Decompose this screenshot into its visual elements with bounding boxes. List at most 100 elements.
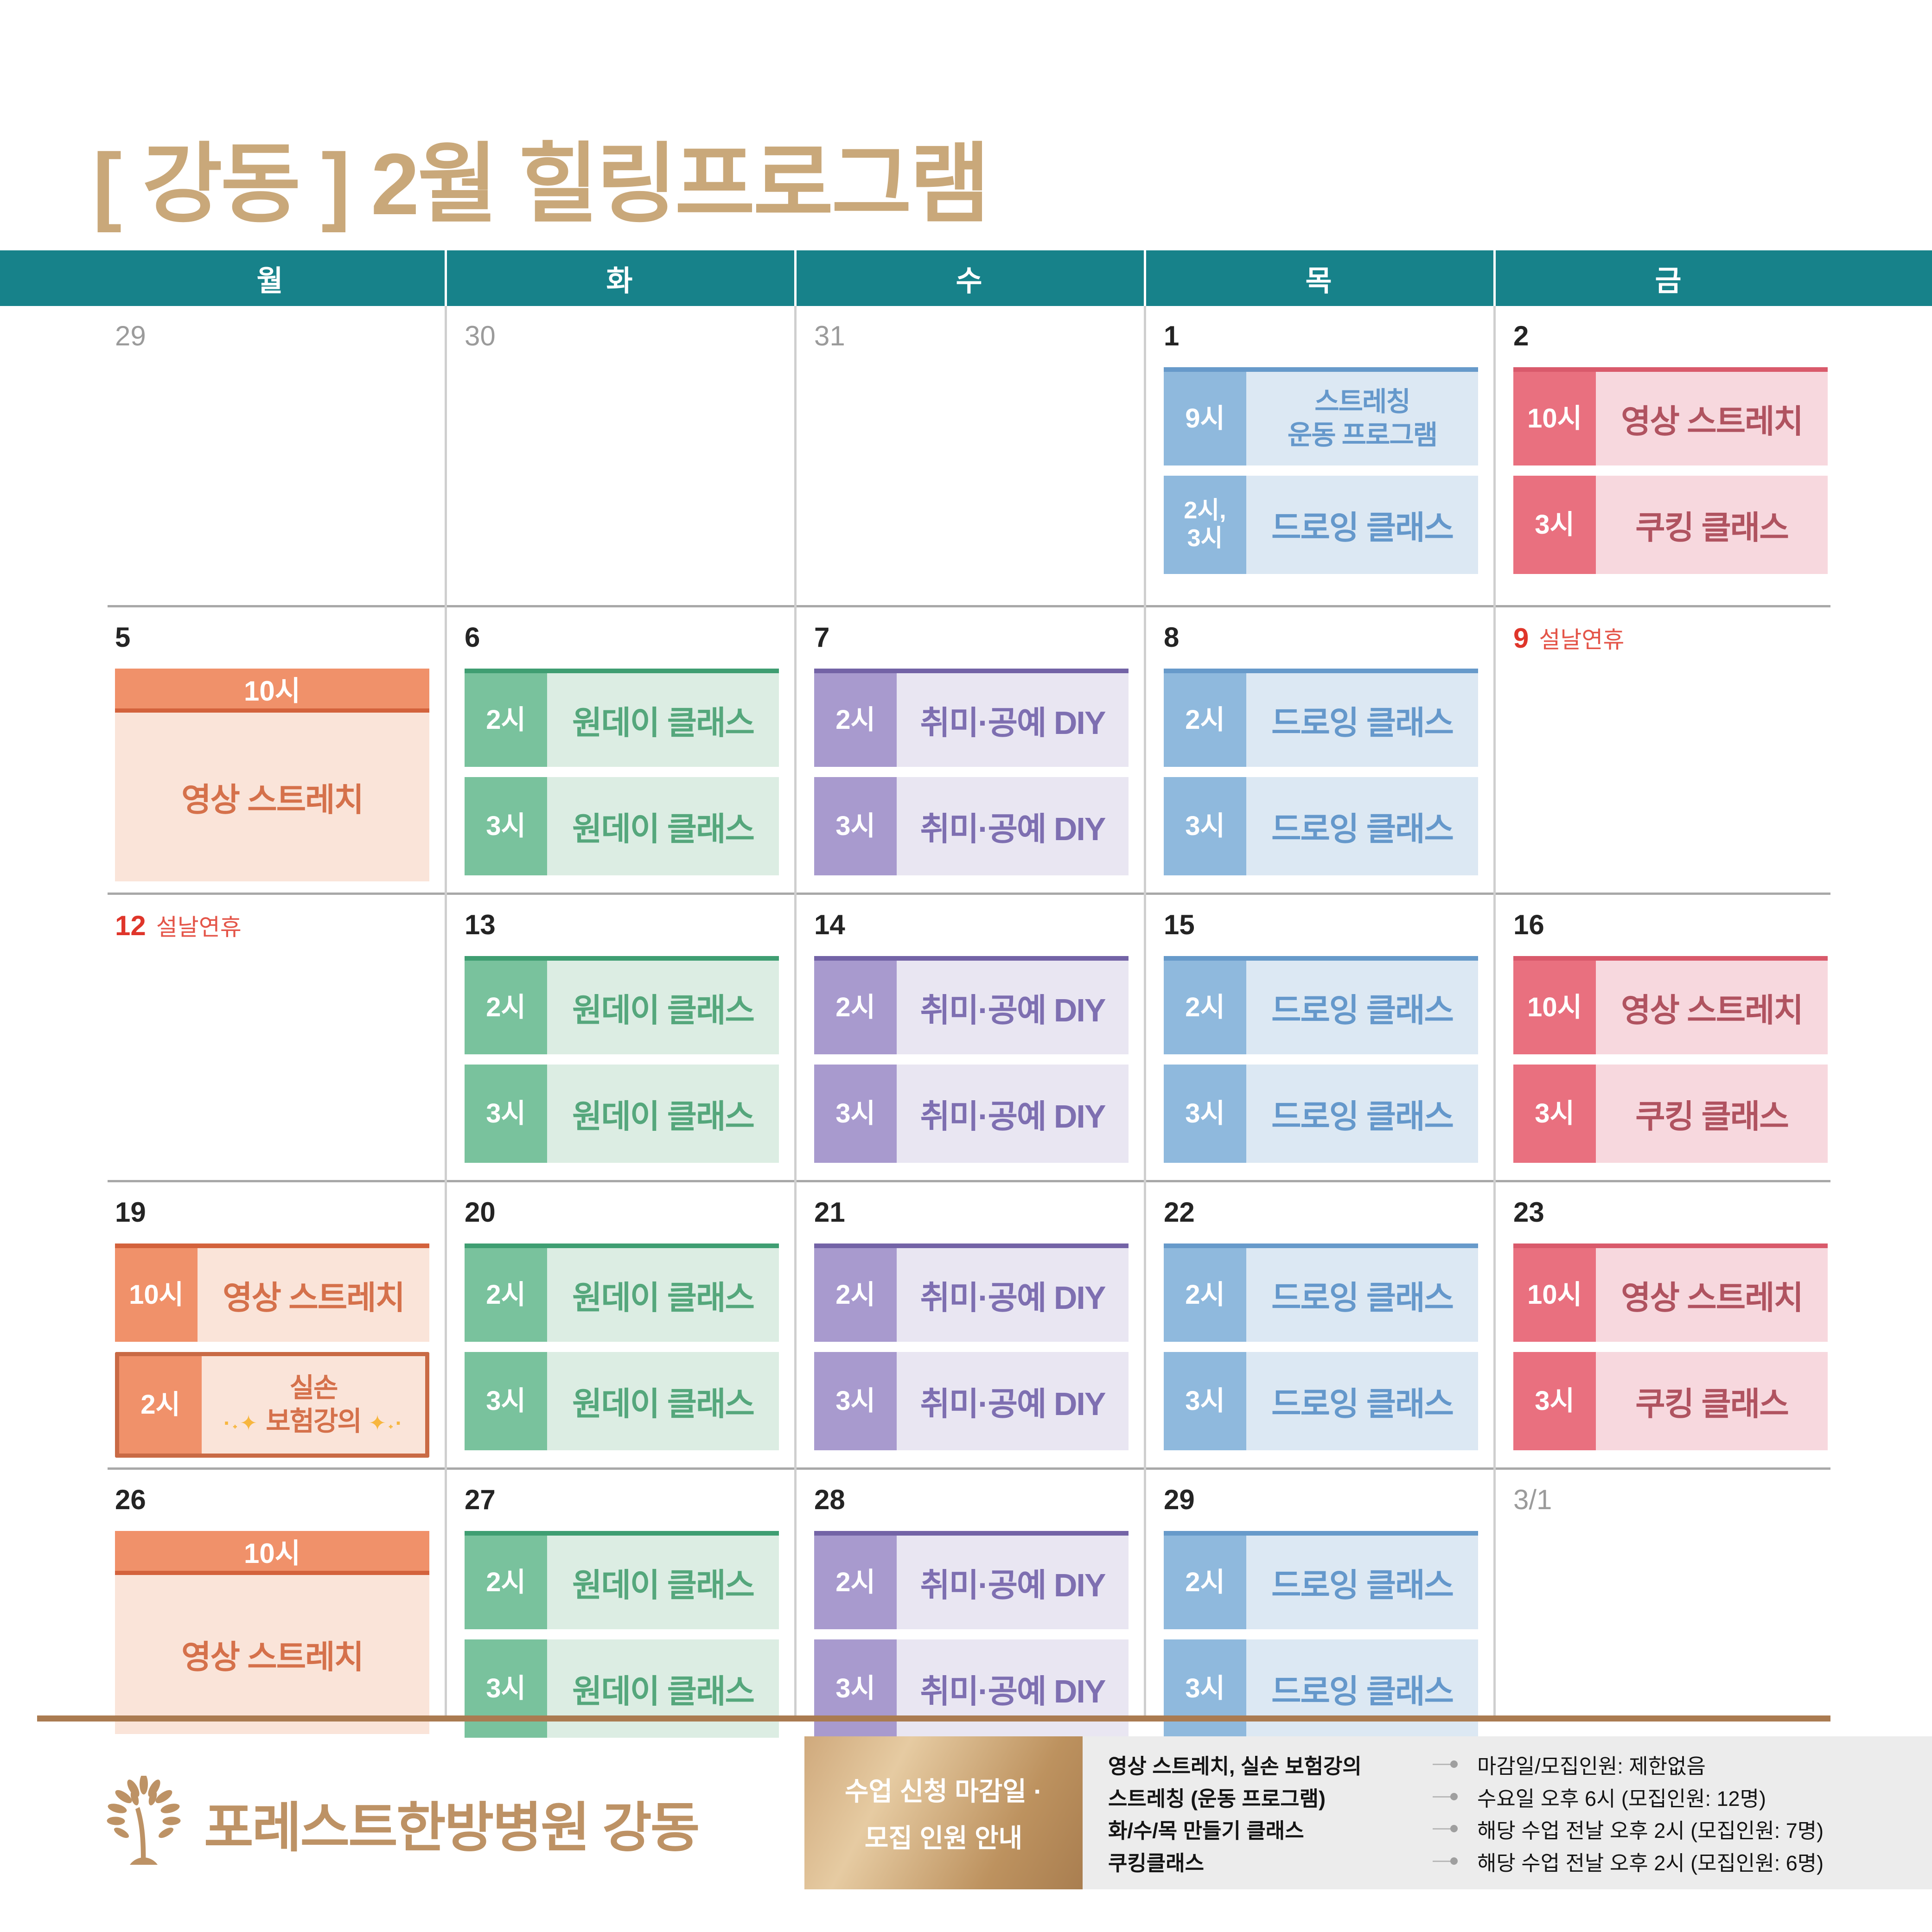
- date-row: 13: [465, 909, 779, 945]
- day-cell-2: 2 10시 영상 스트레치 3시 쿠킹 클래스: [1506, 306, 1830, 605]
- day-number: 23: [1513, 1197, 1544, 1228]
- day-number: 7: [814, 622, 830, 653]
- event-body: 드로잉 클래스: [1246, 1639, 1478, 1738]
- calendar-event: 2시 드로잉 클래스: [1164, 1243, 1478, 1342]
- info-row-2: 스트레칭 (운동 프로그램) 수요일 오후 6시 (모집인원: 12명): [1108, 1782, 1932, 1812]
- event-title: 취미·공예 DIY: [920, 1673, 1106, 1709]
- event-time-chip: 10시: [1513, 1248, 1596, 1342]
- event-body: 원데이 클래스: [547, 961, 779, 1054]
- sparkle-icon: ·˖✦: [223, 1411, 259, 1435]
- day-events: 2시 원데이 클래스 3시 원데이 클래스: [465, 669, 779, 885]
- event-time-chip: 3시: [465, 1639, 547, 1738]
- event-title: 쿠킹 클래스: [1635, 509, 1789, 546]
- event-body: 영상 스트레치: [1596, 961, 1828, 1054]
- event-accent-bar: [115, 1571, 429, 1575]
- event-title: 영상 스트레치: [223, 1279, 405, 1316]
- week-row-5: 26 10시 영상 스트레치 27 2시 원데이 클래스 3시 원데이 클래스 28 2시 취미·공…: [108, 1467, 1830, 1738]
- bottom-rule: [37, 1715, 1830, 1722]
- event-title: 원데이 클래스: [572, 992, 755, 1028]
- day-cell-7: 7 2시 취미·공예 DIY 3시 취미·공예 DIY: [807, 607, 1131, 893]
- event-time-chip: 9시: [1164, 372, 1246, 465]
- calendar-event: 10시 영상 스트레치: [1513, 956, 1828, 1054]
- day-events: [115, 956, 429, 1173]
- weekday-label-tue: 화: [606, 265, 633, 297]
- event-time-text: 3시: [1535, 509, 1575, 540]
- day-cell-15: 15 2시 드로잉 클래스 3시 드로잉 클래스: [1156, 895, 1481, 1180]
- event-title: 원데이 클래스: [572, 1279, 755, 1316]
- day-cell-22: 22 2시 드로잉 클래스 3시 드로잉 클래스: [1156, 1182, 1481, 1467]
- event-time-text: 10시: [244, 675, 300, 707]
- day-cell-8: 8 2시 드로잉 클래스 3시 드로잉 클래스: [1156, 607, 1481, 893]
- event-title: 취미·공예 DIY: [920, 1567, 1106, 1603]
- event-title: 원데이 클래스: [572, 1673, 755, 1709]
- calendar-event: 2시 취미·공예 DIY: [814, 1243, 1129, 1342]
- event-time-chip: 10시: [115, 1248, 198, 1342]
- day-cell-20: 20 2시 원데이 클래스 3시 원데이 클래스: [457, 1182, 782, 1467]
- event-body: 원데이 클래스: [547, 1065, 779, 1163]
- calendar-event: 10시 영상 스트레치: [1513, 367, 1828, 465]
- day-events: 2시 원데이 클래스 3시 원데이 클래스: [465, 1531, 779, 1738]
- calendar-event: 3시 취미·공예 DIY: [814, 777, 1129, 875]
- event-time-text: 2시: [835, 1567, 875, 1597]
- weekday-label-mon: 월: [256, 265, 283, 297]
- event-time-chip: 2시: [814, 1248, 897, 1342]
- event-body: 드로잉 클래스: [1246, 476, 1478, 574]
- event-body: 드로잉 클래스: [1246, 1065, 1478, 1163]
- date-row: 21: [814, 1196, 1129, 1232]
- event-body: 취미·공예 DIY: [897, 1065, 1129, 1163]
- event-time-text: 3시: [1535, 1385, 1575, 1416]
- event-time-chip: 3시: [465, 1352, 547, 1450]
- event-time-text: 3시: [835, 1098, 875, 1129]
- event-time-text: 3시: [835, 1385, 875, 1416]
- calendar-event: 2시 원데이 클래스: [465, 669, 779, 767]
- day-number: 8: [1164, 622, 1180, 653]
- event-time-text: 3시: [1185, 810, 1225, 841]
- event-time-text: 9시: [1185, 403, 1225, 434]
- event-time-chip: 3시: [1513, 1352, 1596, 1450]
- event-title: 취미·공예 DIY: [920, 1385, 1106, 1422]
- info-panel-title-line-2: 모집 인원 안내: [864, 1824, 1023, 1853]
- event-body: 실손 ·˖✦ 보험강의 ✦˖·: [202, 1356, 425, 1454]
- event-time-text: 3시: [1185, 1098, 1225, 1129]
- event-time-chip: 2시: [465, 961, 547, 1054]
- event-title: 쿠킹 클래스: [1635, 1098, 1789, 1135]
- calendar-event: 3시 드로잉 클래스: [1164, 777, 1478, 875]
- event-body: 쿠킹 클래스: [1596, 1352, 1828, 1450]
- calendar-grid: 29 30 31 1 9시 스트레칭 운동 프로그램 2시, 3시 드로잉 클래스 2 10시 영상 스…: [108, 306, 1830, 1738]
- date-row: 8: [1164, 621, 1478, 657]
- calendar-event: 2시 원데이 클래스: [465, 1531, 779, 1629]
- column-divider-1: [445, 306, 447, 1715]
- event-body: 드로잉 클래스: [1246, 673, 1478, 767]
- calendar-event: 2시 드로잉 클래스: [1164, 1531, 1478, 1629]
- event-title: 취미·공예 DIY: [920, 1098, 1106, 1135]
- event-body: 원데이 클래스: [547, 673, 779, 767]
- day-events: [115, 367, 429, 598]
- day-events: 2시 취미·공예 DIY 3시 취미·공예 DIY: [814, 1243, 1129, 1460]
- calendar-event: 3시 원데이 클래스: [465, 1065, 779, 1163]
- event-time-chip: 3시: [814, 1065, 897, 1163]
- calendar-event: 10시 영상 스트레치: [115, 669, 429, 881]
- event-body: 취미·공예 DIY: [897, 1352, 1129, 1450]
- event-title: 취미·공예 DIY: [920, 992, 1106, 1028]
- event-title: 취미·공예 DIY: [920, 704, 1106, 741]
- event-title: 영상 스트레치: [1621, 403, 1804, 440]
- event-time-text: 2시: [1185, 1279, 1225, 1310]
- calendar-event: 3시 드로잉 클래스: [1164, 1065, 1478, 1163]
- date-row: 9 설날연휴: [1513, 621, 1828, 657]
- event-time-chip: 3시: [814, 1639, 897, 1738]
- day-cell-5: 5 10시 영상 스트레치: [108, 607, 432, 893]
- day-events: [814, 367, 1129, 598]
- weekday-label-fri: 금: [1655, 265, 1682, 297]
- day-number: 30: [465, 320, 496, 351]
- event-body: 쿠킹 클래스: [1596, 1065, 1828, 1163]
- event-title: 원데이 클래스: [572, 1567, 755, 1603]
- info-row-4: 쿠킹클래스 해당 수업 전날 오후 2시 (모집인원: 6명): [1108, 1846, 1932, 1876]
- event-time-text: 2시: [486, 704, 526, 735]
- calendar-event: 3시 쿠킹 클래스: [1513, 1065, 1828, 1163]
- calendar-event: 2시 취미·공예 DIY: [814, 669, 1129, 767]
- event-title: 드로잉 클래스: [1271, 810, 1454, 847]
- event-time-chip: 3시: [1513, 1065, 1596, 1163]
- event-time-text: 2시: [486, 1279, 526, 1310]
- event-time-chip: 10시: [1513, 372, 1596, 465]
